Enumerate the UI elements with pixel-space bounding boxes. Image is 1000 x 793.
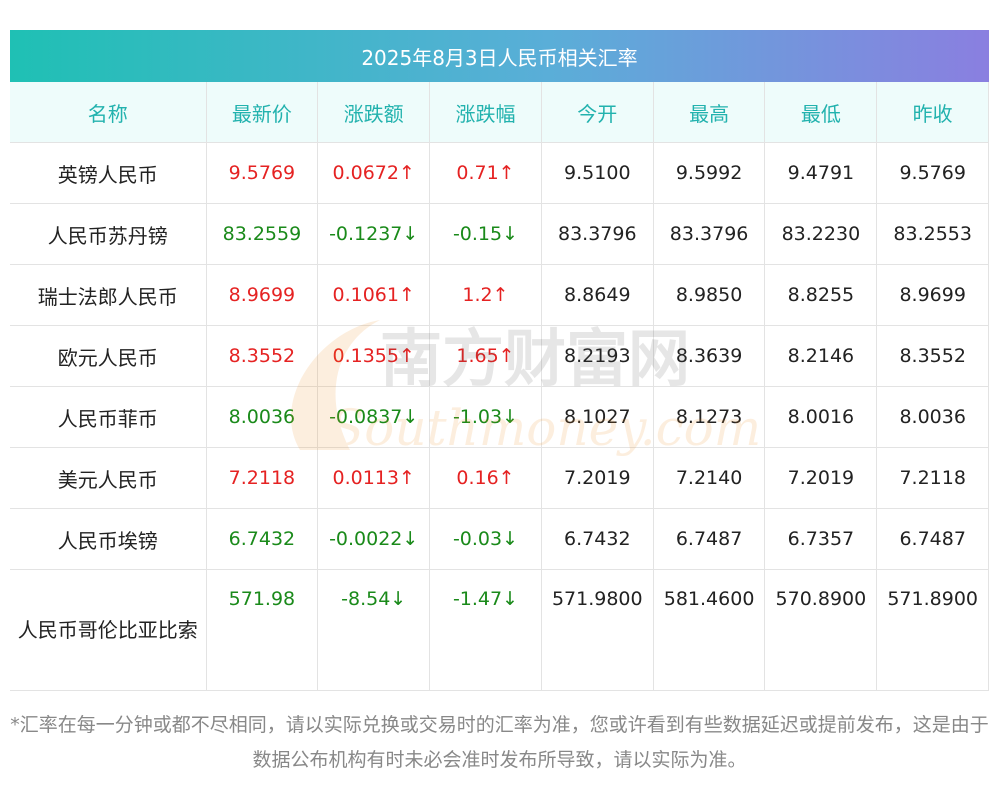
change-pct: 0.71↑: [429, 142, 542, 204]
prev-close: 83.2553: [876, 203, 990, 265]
low-price: 8.8255: [764, 264, 878, 326]
table-row: 美元人民币 7.2118 0.0113↑ 0.16↑ 7.2019 7.2140 7.201…: [10, 447, 990, 509]
low-price: 83.2230: [764, 203, 878, 265]
prev-close: 8.9699: [876, 264, 990, 326]
header-high: 最高: [653, 82, 766, 143]
open-price: 6.7432: [541, 508, 654, 570]
low-price: 570.8900: [764, 569, 878, 691]
table-title: 2025年8月3日人民币相关汇率: [10, 30, 989, 82]
table-row: 瑞士法郎人民币 8.9699 0.1061↑ 1.2↑ 8.8649 8.9850 8.82…: [10, 264, 990, 326]
latest-price: 8.9699: [206, 264, 319, 326]
header-prev-close: 昨收: [876, 82, 990, 143]
change-amount: 0.0113↑: [317, 447, 431, 509]
low-price: 6.7357: [764, 508, 878, 570]
high-price: 83.3796: [653, 203, 766, 265]
latest-price: 8.3552: [206, 325, 319, 387]
disclaimer-footer: *汇率在每一分钟或都不尽相同，请以实际兑换或交易时的汇率为准，您或许看到有些数据…: [10, 714, 989, 771]
low-price: 8.0016: [764, 386, 878, 448]
prev-close: 9.5769: [876, 142, 990, 204]
rate-table: 名称 最新价 涨跌额 涨跌幅 今开 最高 最低 昨收 英镑人民币 9.5769 0.…: [10, 82, 990, 691]
high-price: 8.3639: [653, 325, 766, 387]
high-price: 7.2140: [653, 447, 766, 509]
change-pct: -0.03↓: [429, 508, 542, 570]
currency-pair-name: 人民币哥伦比亚比索: [10, 569, 207, 691]
latest-price: 8.0036: [206, 386, 319, 448]
latest-price: 9.5769: [206, 142, 319, 204]
change-pct: -0.15↓: [429, 203, 542, 265]
change-pct: -1.47↓: [429, 569, 542, 691]
header-name: 名称: [10, 82, 207, 143]
latest-price: 83.2559: [206, 203, 319, 265]
change-amount: -0.0022↓: [317, 508, 431, 570]
change-amount: 0.1061↑: [317, 264, 431, 326]
open-price: 8.8649: [541, 264, 654, 326]
high-price: 581.4600: [653, 569, 766, 691]
rate-table-container: 2025年8月3日人民币相关汇率 名称 最新价 涨跌额 涨跌幅 今开 最高 最低…: [10, 30, 990, 691]
change-amount: -8.54↓: [317, 569, 431, 691]
currency-pair-name: 欧元人民币: [10, 325, 207, 387]
table-row: 人民币埃镑 6.7432 -0.0022↓ -0.03↓ 6.7432 6.7487 6.7…: [10, 508, 990, 570]
table-row: 人民币苏丹镑 83.2559 -0.1237↓ -0.15↓ 83.3796 83.379…: [10, 203, 990, 265]
change-pct: -1.03↓: [429, 386, 542, 448]
low-price: 8.2146: [764, 325, 878, 387]
latest-price: 6.7432: [206, 508, 319, 570]
currency-pair-name: 美元人民币: [10, 447, 207, 509]
high-price: 8.1273: [653, 386, 766, 448]
change-pct: 1.2↑: [429, 264, 542, 326]
open-price: 571.9800: [541, 569, 654, 691]
table-row: 人民币菲币 8.0036 -0.0837↓ -1.03↓ 8.1027 8.1273 8.0…: [10, 386, 990, 448]
change-amount: -0.1237↓: [317, 203, 431, 265]
table-row: 英镑人民币 9.5769 0.0672↑ 0.71↑ 9.5100 9.5992 9.479…: [10, 142, 990, 204]
currency-pair-name: 人民币埃镑: [10, 508, 207, 570]
currency-pair-name: 人民币苏丹镑: [10, 203, 207, 265]
header-change-pct: 涨跌幅: [429, 82, 542, 143]
currency-pair-name: 英镑人民币: [10, 142, 207, 204]
prev-close: 7.2118: [876, 447, 990, 509]
header-change: 涨跌额: [317, 82, 431, 143]
high-price: 8.9850: [653, 264, 766, 326]
table-header-row: 名称 最新价 涨跌额 涨跌幅 今开 最高 最低 昨收: [10, 82, 990, 143]
table-row: 欧元人民币 8.3552 0.1355↑ 1.65↑ 8.2193 8.3639 8.214…: [10, 325, 990, 387]
prev-close: 8.3552: [876, 325, 990, 387]
table-row: 人民币哥伦比亚比索 571.98 -8.54↓ -1.47↓ 571.9800 581.4…: [10, 569, 990, 691]
header-open: 今开: [541, 82, 654, 143]
low-price: 9.4791: [764, 142, 878, 204]
open-price: 83.3796: [541, 203, 654, 265]
change-amount: -0.0837↓: [317, 386, 431, 448]
change-amount: 0.1355↑: [317, 325, 431, 387]
open-price: 7.2019: [541, 447, 654, 509]
currency-pair-name: 瑞士法郎人民币: [10, 264, 207, 326]
latest-price: 571.98: [206, 569, 319, 691]
low-price: 7.2019: [764, 447, 878, 509]
change-amount: 0.0672↑: [317, 142, 431, 204]
high-price: 6.7487: [653, 508, 766, 570]
change-pct: 1.65↑: [429, 325, 542, 387]
open-price: 9.5100: [541, 142, 654, 204]
prev-close: 8.0036: [876, 386, 990, 448]
high-price: 9.5992: [653, 142, 766, 204]
open-price: 8.1027: [541, 386, 654, 448]
latest-price: 7.2118: [206, 447, 319, 509]
header-low: 最低: [764, 82, 878, 143]
prev-close: 571.8900: [876, 569, 990, 691]
change-pct: 0.16↑: [429, 447, 542, 509]
open-price: 8.2193: [541, 325, 654, 387]
prev-close: 6.7487: [876, 508, 990, 570]
currency-pair-name: 人民币菲币: [10, 386, 207, 448]
header-latest: 最新价: [206, 82, 319, 143]
